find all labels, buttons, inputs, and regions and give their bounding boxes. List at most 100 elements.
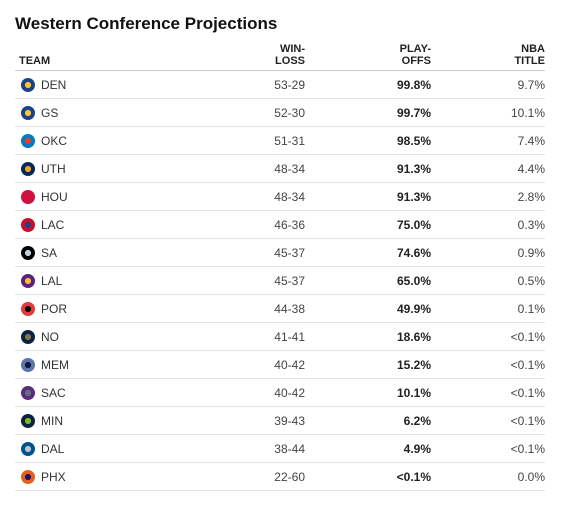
team-abbreviation[interactable]: HOU [41,189,68,204]
win-loss-cell: 45-37 [225,238,305,267]
team-cell: PHX [15,462,225,491]
team-abbreviation[interactable]: LAL [41,273,63,288]
team-abbreviation[interactable]: POR [41,301,68,316]
table-row: POR 44-38 49.9% 0.1% [15,294,545,323]
nba-title-cell: 0.9% [431,238,545,267]
playoffs-cell: 99.8% [305,70,431,99]
team-cell: OKC [15,126,225,155]
table-row: MEM 40-42 15.2% <0.1% [15,350,545,379]
team-cell: SAC [15,378,225,407]
table-row: DEN 53-29 99.8% 9.7% [15,70,545,99]
team-abbreviation[interactable]: NO [41,329,59,344]
team-abbreviation[interactable]: MEM [41,357,69,372]
win-loss-cell: 40-42 [225,350,305,379]
jazz-logo-icon [21,161,35,176]
win-loss-cell: 44-38 [225,294,305,323]
table-row: PHX 22-60 <0.1% 0.0% [15,462,545,491]
team-abbreviation[interactable]: LAC [41,217,65,232]
playoffs-cell: 98.5% [305,126,431,155]
page-title: Western Conference Projections [15,14,278,33]
team-cell: SA [15,238,225,267]
team-abbreviation[interactable]: OKC [41,133,68,148]
win-loss-cell: 53-29 [225,70,305,99]
table-row: DAL 38-44 4.9% <0.1% [15,434,545,463]
playoffs-cell: 99.7% [305,98,431,127]
projections-table: TEAM WIN- LOSS PLAY- OFFS NBA TITLE DEN 53-2… [15,40,545,491]
table-row: GS 52-30 99.7% 10.1% [15,98,545,127]
win-loss-cell: 40-42 [225,378,305,407]
table-row: LAL 45-37 65.0% 0.5% [15,266,545,295]
team-abbreviation[interactable]: DEN [41,77,67,92]
team-abbreviation[interactable]: PHX [41,469,66,484]
playoffs-cell: 65.0% [305,266,431,295]
win-loss-cell: 39-43 [225,406,305,435]
suns-logo-icon [21,469,35,484]
nba-title-cell: 0.5% [431,266,545,295]
team-abbreviation[interactable]: UTH [41,161,66,176]
header-win-loss[interactable]: WIN- LOSS [225,40,305,71]
table-row: NO 41-41 18.6% <0.1% [15,322,545,351]
win-loss-cell: 38-44 [225,434,305,463]
win-loss-cell: 22-60 [225,462,305,491]
nba-title-cell: 0.1% [431,294,545,323]
playoffs-cell: 49.9% [305,294,431,323]
team-cell: DAL [15,434,225,463]
nba-title-cell: 0.3% [431,210,545,239]
table-row: UTH 48-34 91.3% 4.4% [15,154,545,183]
nba-title-cell: <0.1% [431,322,545,351]
table-header-row: TEAM WIN- LOSS PLAY- OFFS NBA TITLE [15,40,545,71]
rockets-logo-icon [21,189,35,204]
table-row: SAC 40-42 10.1% <0.1% [15,378,545,407]
kings-logo-icon [21,385,35,400]
lakers-logo-icon [21,273,35,288]
header-team[interactable]: TEAM [15,40,225,71]
team-cell: LAC [15,210,225,239]
team-abbreviation[interactable]: SAC [41,385,66,400]
warriors-logo-icon [21,105,35,120]
timberwolves-logo-icon [21,413,35,428]
win-loss-cell: 48-34 [225,182,305,211]
playoffs-cell: 91.3% [305,154,431,183]
table-row: SA 45-37 74.6% 0.9% [15,238,545,267]
team-cell: DEN [15,70,225,99]
playoffs-cell: 74.6% [305,238,431,267]
team-cell: NO [15,322,225,351]
playoffs-cell: 10.1% [305,378,431,407]
team-abbreviation[interactable]: MIN [41,413,63,428]
nba-title-cell: 0.0% [431,462,545,491]
win-loss-cell: 48-34 [225,154,305,183]
win-loss-cell: 51-31 [225,126,305,155]
win-loss-cell: 41-41 [225,322,305,351]
team-abbreviation[interactable]: SA [41,245,58,260]
playoffs-cell: 18.6% [305,322,431,351]
playoffs-cell: <0.1% [305,462,431,491]
nba-title-cell: 9.7% [431,70,545,99]
win-loss-cell: 52-30 [225,98,305,127]
team-cell: MEM [15,350,225,379]
nba-title-cell: <0.1% [431,434,545,463]
mavericks-logo-icon [21,441,35,456]
header-nba-title[interactable]: NBA TITLE [431,40,545,71]
team-cell: GS [15,98,225,127]
playoffs-cell: 91.3% [305,182,431,211]
team-cell: UTH [15,154,225,183]
team-abbreviation[interactable]: GS [41,105,59,120]
nba-title-cell: 10.1% [431,98,545,127]
playoffs-cell: 15.2% [305,350,431,379]
clippers-logo-icon [21,217,35,232]
team-cell: LAL [15,266,225,295]
win-loss-cell: 45-37 [225,266,305,295]
nba-title-cell: 2.8% [431,182,545,211]
header-playoffs[interactable]: PLAY- OFFS [305,40,431,71]
team-cell: POR [15,294,225,323]
table-row: HOU 48-34 91.3% 2.8% [15,182,545,211]
table-row: OKC 51-31 98.5% 7.4% [15,126,545,155]
team-cell: MIN [15,406,225,435]
playoffs-cell: 75.0% [305,210,431,239]
grizzlies-logo-icon [21,357,35,372]
spurs-logo-icon [21,245,35,260]
nba-title-cell: 4.4% [431,154,545,183]
nba-title-cell: 7.4% [431,126,545,155]
team-abbreviation[interactable]: DAL [41,441,65,456]
team-cell: HOU [15,182,225,211]
